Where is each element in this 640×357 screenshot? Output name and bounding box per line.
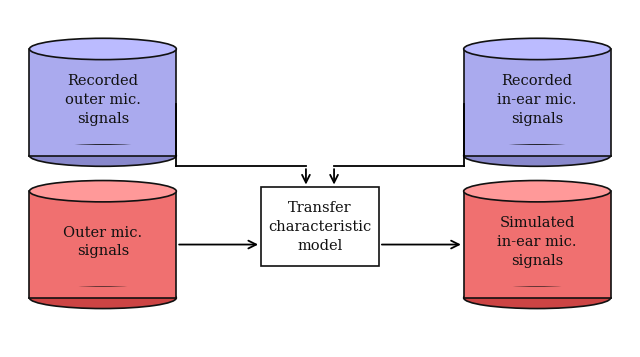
Ellipse shape — [464, 181, 611, 202]
Ellipse shape — [29, 181, 176, 202]
Bar — [464, 191, 611, 298]
Bar — [261, 187, 379, 266]
Bar — [29, 191, 176, 298]
Bar — [464, 145, 611, 156]
Bar — [29, 49, 176, 156]
Bar — [29, 287, 176, 298]
Ellipse shape — [29, 38, 176, 60]
Text: Simulated
in-ear mic.
signals: Simulated in-ear mic. signals — [497, 216, 577, 268]
Ellipse shape — [464, 287, 611, 308]
Bar — [29, 145, 176, 156]
Ellipse shape — [29, 145, 176, 166]
Ellipse shape — [464, 38, 611, 60]
Bar — [464, 287, 611, 298]
Text: Transfer
characteristic
model: Transfer characteristic model — [268, 201, 372, 253]
Bar — [464, 49, 611, 156]
Ellipse shape — [29, 287, 176, 308]
Ellipse shape — [464, 145, 611, 166]
Text: Recorded
in-ear mic.
signals: Recorded in-ear mic. signals — [497, 74, 577, 126]
Text: Recorded
outer mic.
signals: Recorded outer mic. signals — [65, 74, 141, 126]
Text: Outer mic.
signals: Outer mic. signals — [63, 226, 143, 258]
